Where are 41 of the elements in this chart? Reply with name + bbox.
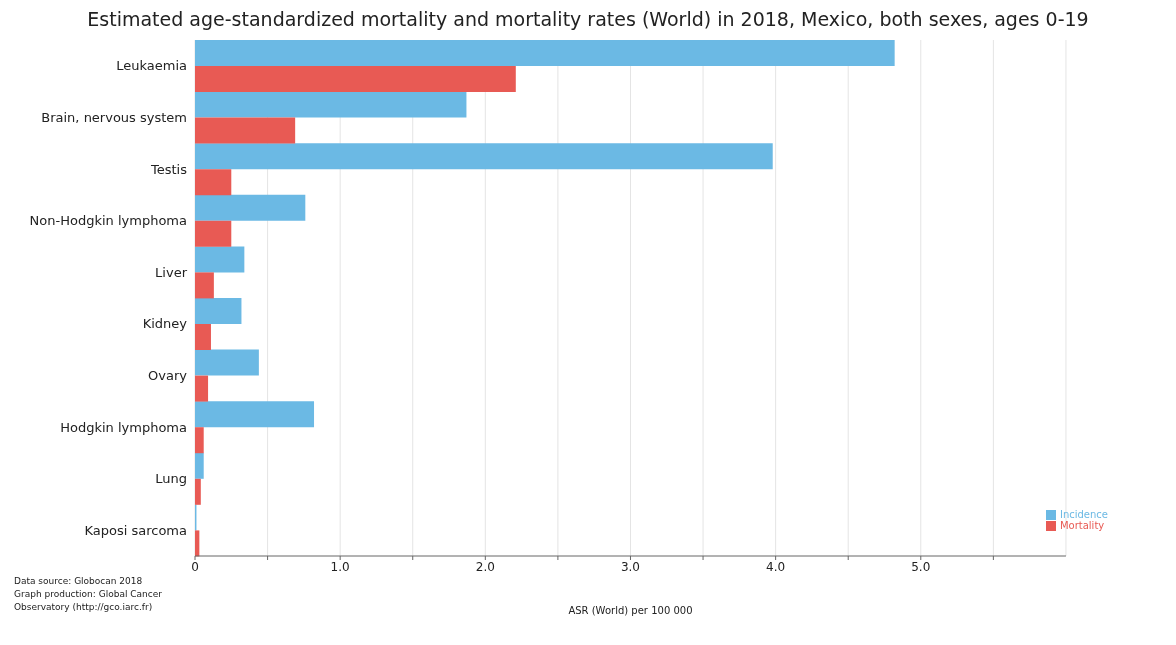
bar <box>195 401 315 428</box>
bar <box>195 427 204 454</box>
x-axis-title: ASR (World) per 100 000 <box>568 605 693 616</box>
bar <box>195 349 259 376</box>
bar <box>195 66 516 92</box>
bar <box>195 272 214 299</box>
x-tick-label: 1.0 <box>330 559 350 574</box>
bar <box>195 478 201 505</box>
legend-label: Mortality <box>1059 520 1105 531</box>
bar <box>195 324 211 350</box>
x-tick-label: 4.0 <box>766 559 786 574</box>
legend-label: Incidence <box>1059 509 1108 520</box>
bar <box>195 375 209 402</box>
y-tick-label: Kaposi sarcoma <box>84 522 187 538</box>
x-tick-label: 0 <box>191 559 199 574</box>
source-note: Data source: Globocan 2018 <box>14 575 144 588</box>
x-tick-label: 3.0 <box>620 559 641 574</box>
y-tick-label: Hodgkin lymphoma <box>60 419 187 435</box>
x-tick-label: 5.0 <box>911 559 931 574</box>
text: Graph production: Global Cancer <box>14 588 162 601</box>
bar <box>195 194 306 221</box>
y-tick-label: Ovary <box>148 368 188 384</box>
chart-title: Estimated age-standardized mortality and mortality rates (World) in 2018, Mexico, both sexes, ages 0-19 <box>86 8 1090 30</box>
x-tick-label: 2.0 <box>475 559 495 574</box>
text: Observatory (http://gco.iarc.fr) <box>14 601 154 614</box>
bar <box>195 117 296 144</box>
bar <box>195 169 232 196</box>
bar <box>195 452 204 479</box>
y-tick-label: Liver <box>155 264 188 280</box>
y-tick-label: Lung <box>155 471 187 487</box>
y-tick-label: Testis <box>150 161 188 177</box>
bar <box>195 143 773 170</box>
y-tick-label: Kidney <box>142 316 188 332</box>
bar <box>195 298 242 324</box>
bar <box>195 40 895 66</box>
y-tick-label: Brain, nervous system <box>41 110 187 126</box>
y-tick-label: Non-Hodgkin lymphoma <box>29 213 187 229</box>
bar <box>195 246 245 273</box>
bar <box>195 91 467 118</box>
y-tick-label: Leukaemia <box>116 58 187 74</box>
bar <box>195 220 232 247</box>
